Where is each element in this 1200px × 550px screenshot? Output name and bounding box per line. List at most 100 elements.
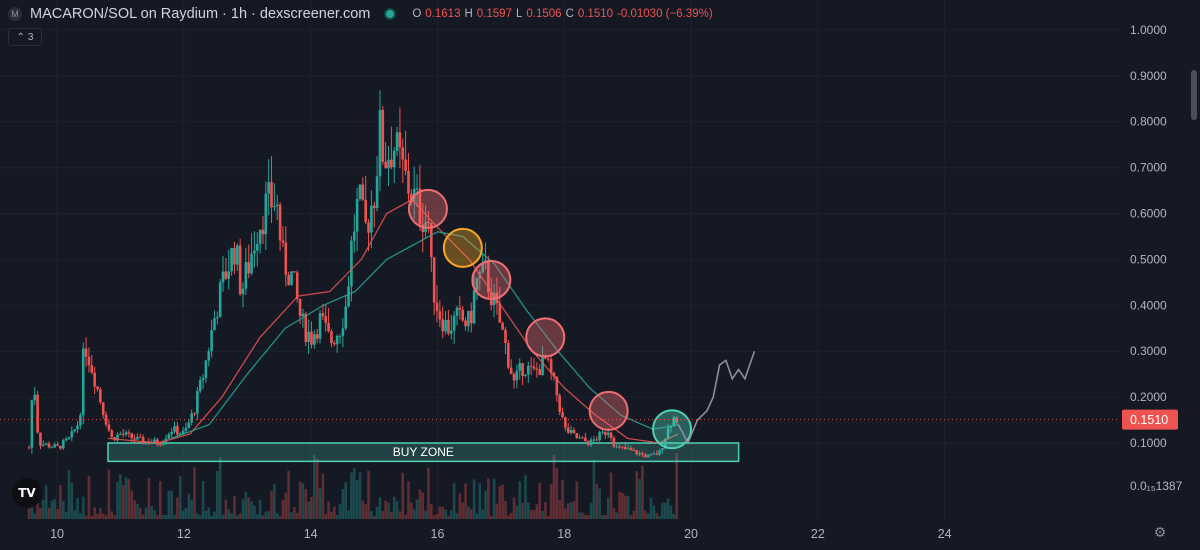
candle-body: [529, 365, 533, 367]
volume-bar: [281, 500, 285, 519]
volume-bar: [430, 503, 433, 519]
volume-bar: [41, 499, 45, 519]
high-label: H: [464, 8, 473, 20]
volume-bar: [663, 502, 667, 519]
candle-body: [261, 229, 265, 235]
candle-body: [198, 380, 202, 392]
eye-dot-icon[interactable]: [384, 8, 397, 20]
volume-bar: [61, 500, 65, 519]
open-label: O: [412, 8, 422, 20]
close-value: 0.1510: [577, 8, 614, 20]
candle-body: [101, 402, 105, 415]
volume-bar: [598, 488, 601, 519]
volume-bar: [564, 508, 567, 519]
candle-body: [238, 245, 242, 295]
volume-bar: [672, 513, 676, 519]
volume-bar: [330, 511, 333, 519]
indicator-collapse-button[interactable]: ⌃ 3: [8, 28, 42, 46]
volume-bar: [53, 499, 57, 519]
candle-body: [395, 132, 399, 151]
volume-bar: [661, 502, 664, 519]
volume-bar: [618, 491, 621, 519]
volume-bar: [558, 499, 561, 519]
volume-bar: [187, 493, 191, 519]
volume-bar: [84, 515, 88, 519]
volume-bar: [407, 481, 410, 519]
volume-bar: [595, 483, 599, 519]
candle-body: [461, 309, 464, 321]
candle-body: [415, 188, 419, 190]
candle-body: [512, 373, 516, 381]
candle-body: [361, 184, 365, 200]
candle-body: [119, 433, 122, 435]
volume-bar: [110, 511, 114, 519]
y-tick-label: 0.9000: [1130, 69, 1167, 83]
candle-body: [287, 274, 290, 286]
volume-bar: [624, 495, 627, 519]
symbol-logo-icon[interactable]: M: [8, 7, 22, 21]
candle-body: [233, 247, 236, 265]
volume-bar: [224, 499, 228, 519]
last-price-label: 0.1510: [1130, 413, 1168, 427]
candle-body: [210, 330, 213, 352]
tradingview-logo-icon[interactable]: TV: [12, 478, 42, 508]
annotation-circle-red: [588, 390, 629, 431]
volume-bar: [344, 482, 348, 519]
candle-body: [641, 453, 644, 455]
candle-body: [624, 446, 627, 450]
candle-body: [441, 319, 445, 332]
candle-body: [216, 317, 219, 319]
candle-body: [81, 348, 85, 416]
volume-bar: [544, 502, 547, 519]
volume-bar: [432, 515, 436, 519]
volume-bar: [116, 481, 119, 519]
volume-bar: [158, 481, 162, 519]
candle-body: [527, 365, 530, 375]
candle-body: [566, 427, 570, 433]
x-tick-label: 22: [811, 527, 825, 541]
volume-bar: [675, 453, 678, 519]
candle-body: [196, 391, 199, 414]
candle-body: [73, 429, 76, 432]
volume-bar: [515, 505, 519, 519]
candle-body: [221, 271, 225, 283]
volume-bar: [107, 469, 111, 519]
candle-body: [79, 415, 82, 426]
volume-bar: [358, 472, 362, 519]
candle-body: [96, 386, 99, 390]
volume-bar: [324, 514, 328, 519]
annotation-circle-orange: [442, 227, 483, 268]
volume-bar: [398, 511, 402, 519]
candle-body: [93, 372, 96, 387]
candle-body: [515, 370, 519, 381]
candle-body: [241, 288, 245, 295]
volume-bar: [184, 508, 188, 519]
candle-body: [364, 199, 367, 223]
gear-icon[interactable]: ⚙: [1153, 524, 1167, 540]
volume-bar: [481, 509, 484, 519]
volume-bar: [561, 480, 564, 519]
volume-bar: [141, 514, 145, 519]
volume-bar: [555, 468, 559, 519]
volume-bar: [233, 496, 236, 519]
volume-bar: [418, 489, 422, 519]
candle-body: [507, 343, 510, 368]
volume-bar: [606, 497, 610, 519]
volume-bar: [367, 470, 370, 519]
volume-bar: [629, 515, 633, 519]
candle-body: [381, 109, 385, 162]
volume-bar: [529, 509, 533, 519]
volume-bar: [127, 479, 131, 519]
volume-bar: [447, 515, 450, 519]
candle-body: [227, 271, 231, 279]
candle-body: [592, 439, 596, 441]
volume-bar: [461, 502, 464, 519]
annotation-circle-red: [471, 260, 512, 301]
volume-bar: [315, 458, 319, 519]
volume-bar: [652, 505, 656, 519]
candle-body: [572, 429, 576, 434]
volume-bar: [138, 508, 142, 519]
volume-bar: [198, 515, 202, 519]
volume-bar: [313, 454, 316, 519]
